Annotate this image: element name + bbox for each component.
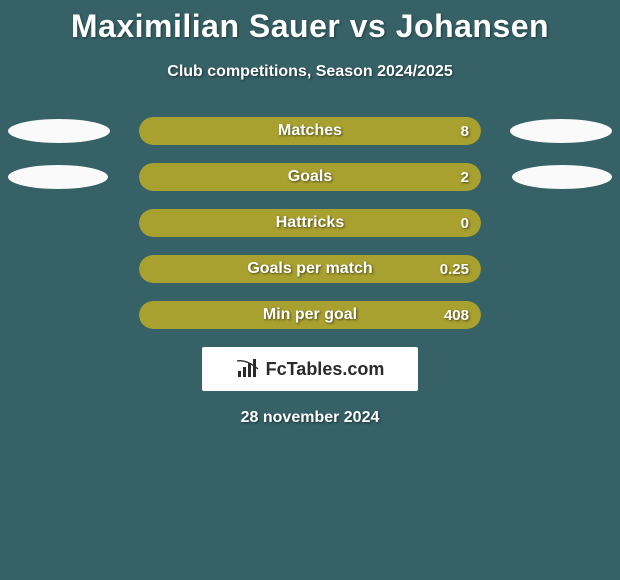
stat-bar: Hattricks0 (139, 209, 481, 237)
stat-bar: Goals per match0.25 (139, 255, 481, 283)
bar-chart-icon (236, 359, 260, 379)
stat-row: Hattricks0 (0, 209, 620, 237)
right-value-ellipse (512, 165, 612, 189)
page-subtitle: Club competitions, Season 2024/2025 (0, 63, 620, 81)
stat-bar-fill (139, 117, 481, 145)
stat-row: Goals2 (0, 163, 620, 191)
stat-row: Min per goal408 (0, 301, 620, 329)
left-value-ellipse (8, 165, 108, 189)
source-logo-text: FcTables.com (266, 359, 385, 380)
left-value-ellipse (8, 119, 110, 143)
stat-bar-fill (139, 209, 481, 237)
stat-bar: Matches8 (139, 117, 481, 145)
right-value-ellipse (510, 119, 612, 143)
stat-bar-fill (139, 255, 481, 283)
footer-date: 28 november 2024 (0, 409, 620, 427)
stat-row: Matches8 (0, 117, 620, 145)
stat-bar: Min per goal408 (139, 301, 481, 329)
source-logo: FcTables.com (202, 347, 418, 391)
stat-bar-fill (139, 301, 481, 329)
stat-bar: Goals2 (139, 163, 481, 191)
stat-bar-fill (139, 163, 481, 191)
comparison-infographic: Maximilian Sauer vs Johansen Club compet… (0, 0, 620, 580)
stat-rows: Matches8 Goals2 Hattricks0 Goals per match0… (0, 117, 620, 329)
page-title: Maximilian Sauer vs Johansen (0, 0, 620, 45)
stat-row: Goals per match0.25 (0, 255, 620, 283)
